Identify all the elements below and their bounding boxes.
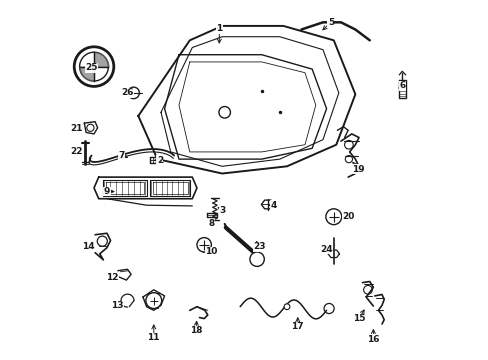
Text: 8: 8: [208, 219, 214, 228]
Text: 3: 3: [219, 206, 225, 215]
Circle shape: [249, 252, 264, 266]
Text: 26: 26: [121, 88, 134, 97]
Text: 23: 23: [253, 242, 265, 251]
Text: 12: 12: [105, 274, 118, 282]
Text: 21: 21: [70, 124, 82, 133]
Text: 22: 22: [70, 148, 82, 156]
Text: 16: 16: [366, 335, 379, 343]
Text: 2: 2: [157, 156, 163, 165]
Text: 15: 15: [352, 314, 365, 323]
Text: 4: 4: [269, 201, 276, 210]
Text: 7: 7: [118, 151, 124, 160]
Text: 11: 11: [147, 333, 160, 342]
Text: 1: 1: [216, 24, 222, 33]
Text: 5: 5: [327, 18, 333, 27]
Circle shape: [145, 293, 162, 309]
Text: 9: 9: [103, 187, 110, 196]
Text: 19: 19: [351, 165, 364, 174]
Text: 10: 10: [205, 248, 217, 256]
Text: 17: 17: [291, 323, 304, 331]
Text: 6: 6: [399, 81, 405, 90]
Text: 13: 13: [111, 302, 124, 310]
Circle shape: [197, 238, 211, 252]
Text: 25: 25: [85, 63, 98, 72]
Text: 14: 14: [81, 242, 94, 251]
Text: 18: 18: [189, 326, 202, 335]
Text: 20: 20: [341, 212, 354, 221]
Text: 24: 24: [320, 245, 332, 253]
Circle shape: [284, 304, 289, 310]
